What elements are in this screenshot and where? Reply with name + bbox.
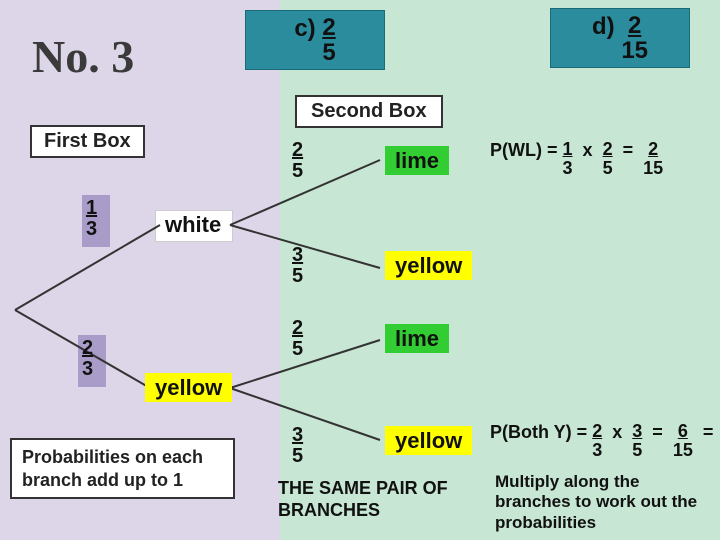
fraction-2-3: 2 3 bbox=[82, 338, 93, 380]
option-c-box: c) 2 5 bbox=[245, 10, 385, 70]
outcome-yellow-1: yellow bbox=[385, 253, 472, 279]
option-c-den: 5 bbox=[322, 39, 335, 66]
fraction-3-5-b: 3 5 bbox=[292, 425, 303, 467]
second-box-label: Second Box bbox=[295, 95, 443, 128]
option-d-letter: d) bbox=[592, 13, 615, 40]
option-c-letter: c) bbox=[294, 15, 315, 42]
outcome-lime-2: lime bbox=[385, 326, 449, 352]
multiply-note: Multiply along the branches to work out … bbox=[495, 472, 715, 533]
option-d-box: d) 2 15 bbox=[550, 8, 690, 68]
option-c-num: 2 bbox=[322, 15, 335, 40]
outcome-lime-1: lime bbox=[385, 148, 449, 174]
node-white: white bbox=[165, 212, 221, 238]
equation-pbothy: P(Both Y) = 23 x 35 = 615 = 25 bbox=[490, 422, 720, 460]
equation-pwl: P(WL) = 13 x 25 = 215 bbox=[490, 140, 663, 178]
option-d-num: 2 bbox=[628, 13, 641, 38]
first-box-label: First Box bbox=[30, 125, 145, 158]
slide-title: No. 3 bbox=[32, 30, 134, 83]
fraction-2-5-a: 2 5 bbox=[292, 140, 303, 182]
caps-note: THE SAME PAIR OF BRANCHES bbox=[278, 478, 478, 521]
fraction-3-5-a: 3 5 bbox=[292, 245, 303, 287]
note-box: Probabilities on each branch add up to 1 bbox=[10, 438, 235, 499]
outcome-yellow-2: yellow bbox=[385, 428, 472, 454]
fraction-2-5-b: 2 5 bbox=[292, 318, 303, 360]
node-yellow: yellow bbox=[145, 375, 232, 401]
option-d-den: 15 bbox=[621, 37, 648, 64]
fraction-1-3: 1 3 bbox=[86, 198, 97, 240]
